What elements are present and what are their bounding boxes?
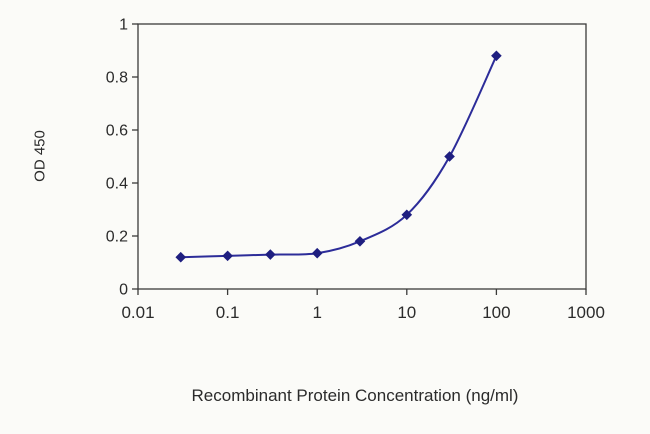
y-tick-label: 0 bbox=[119, 282, 128, 299]
x-tick-label: 1000 bbox=[567, 303, 605, 322]
x-tick-label: 100 bbox=[482, 303, 510, 322]
y-tick-label: 0.6 bbox=[106, 123, 128, 140]
data-point-marker bbox=[265, 249, 276, 260]
data-point-marker bbox=[491, 50, 502, 62]
y-tick-label: 1 bbox=[119, 17, 128, 34]
y-axis-title: OD 450 bbox=[31, 130, 49, 182]
data-point-marker bbox=[175, 251, 187, 263]
data-point-marker bbox=[222, 250, 233, 262]
x-tick-label: 0.01 bbox=[121, 303, 154, 322]
data-point-marker bbox=[444, 151, 455, 162]
x-tick-label: 0.1 bbox=[216, 303, 240, 322]
y-tick-label: 0.4 bbox=[106, 176, 128, 193]
y-tick-label: 0.8 bbox=[106, 70, 128, 87]
data-point-marker bbox=[401, 209, 413, 221]
x-tick-label: 10 bbox=[397, 303, 416, 322]
x-axis-title: Recombinant Protein Concentration (ng/ml… bbox=[191, 386, 519, 405]
plot-frame bbox=[137, 23, 587, 290]
data-point-marker bbox=[311, 247, 323, 259]
x-tick-label: 1 bbox=[312, 303, 321, 322]
y-tick-label: 0.2 bbox=[106, 229, 128, 246]
data-point-marker bbox=[354, 235, 366, 247]
